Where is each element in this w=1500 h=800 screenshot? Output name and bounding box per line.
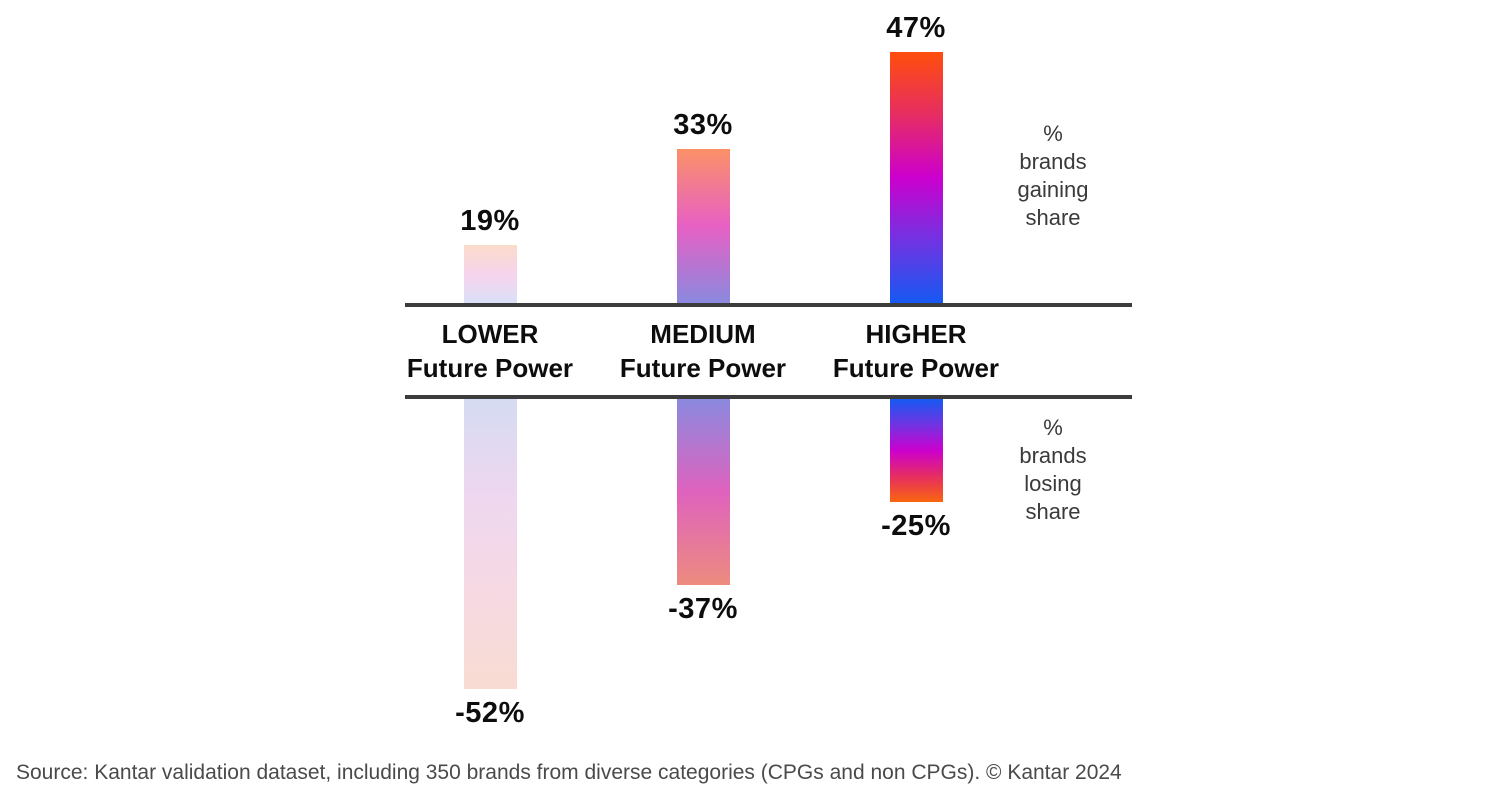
losing-bar bbox=[889, 399, 943, 502]
gaining-bar bbox=[889, 52, 943, 303]
losing-value-label: -25% bbox=[881, 510, 951, 542]
gaining-value-label: 47% bbox=[886, 12, 946, 44]
annotation-line: losing bbox=[1024, 471, 1082, 496]
axis-baseline-top bbox=[405, 303, 1132, 307]
category-line2: Future Power bbox=[832, 353, 1000, 383]
annotation-line: % bbox=[1043, 121, 1063, 146]
source-text: Source: Kantar validation dataset, inclu… bbox=[16, 761, 1122, 784]
gaining-value-label: 33% bbox=[673, 109, 733, 141]
losing-share-annotation: % brands losing share bbox=[1019, 414, 1086, 526]
category-line2: Future Power bbox=[619, 353, 787, 383]
losing-bar bbox=[676, 399, 730, 585]
category-line2: Future Power bbox=[406, 353, 574, 383]
axis-baseline-bottom bbox=[405, 395, 1132, 399]
gaining-value-label: 19% bbox=[460, 205, 520, 237]
gaining-bar bbox=[463, 245, 517, 303]
annotation-line: share bbox=[1025, 205, 1081, 230]
category-line1: HIGHER bbox=[865, 319, 967, 349]
losing-value-label: -37% bbox=[668, 593, 738, 625]
category-label-medium: MEDIUM Future Power bbox=[583, 317, 823, 385]
annotation-line: brands bbox=[1019, 443, 1087, 468]
annotation-line: brands bbox=[1019, 149, 1087, 174]
category-line1: LOWER bbox=[441, 319, 539, 349]
gaining-bar bbox=[676, 149, 730, 303]
category-label-higher: HIGHER Future Power bbox=[796, 317, 1036, 385]
category-line1: MEDIUM bbox=[650, 319, 756, 349]
annotation-line: share bbox=[1025, 499, 1081, 524]
losing-value-label: -52% bbox=[455, 697, 525, 729]
gaining-share-annotation: % brands gaining share bbox=[1018, 120, 1089, 232]
annotation-line: gaining bbox=[1017, 177, 1089, 202]
category-label-lower: LOWER Future Power bbox=[370, 317, 610, 385]
losing-bar bbox=[463, 399, 517, 689]
annotation-line: % bbox=[1043, 415, 1063, 440]
